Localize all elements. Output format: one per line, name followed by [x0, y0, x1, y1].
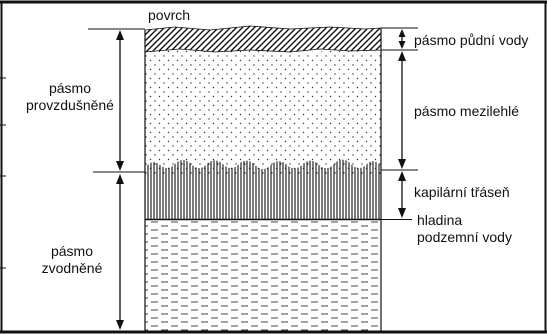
label-soil-water-zone: pásmo půdní vody [414, 32, 529, 48]
label-capillary-fringe: kapilární třáseň [414, 184, 510, 200]
aeration-zone-arrow [116, 30, 124, 171]
saturated-layer [145, 220, 381, 332]
label-intermediate-zone: pásmo mezilehlé [414, 103, 520, 119]
label-surface: povrch [148, 7, 191, 23]
label-aeration-zone-line1: pásmo [48, 80, 92, 96]
saturated-zone-arrow [116, 174, 124, 330]
intermediate-layer [145, 49, 381, 175]
capillary-fringe-arrow [398, 171, 406, 218]
intermediate-zone-arrow [398, 51, 406, 169]
label-saturated-zone-line1: pásmo [50, 243, 94, 259]
label-groundwater-level-line2: podzemní vody [417, 229, 512, 245]
label-aeration-zone-line2: provzdušněné [26, 97, 114, 113]
label-saturated-zone-line2: zvodněné [41, 260, 103, 276]
soil-water-zone-arrow [398, 29, 406, 49]
soil-profile [144, 25, 382, 332]
capillary-fringe-layer [145, 159, 381, 219]
label-groundwater-level-line1: hladina [417, 212, 463, 228]
soil-water-layer [144, 25, 382, 53]
left-edge-ticks [0, 77, 6, 269]
